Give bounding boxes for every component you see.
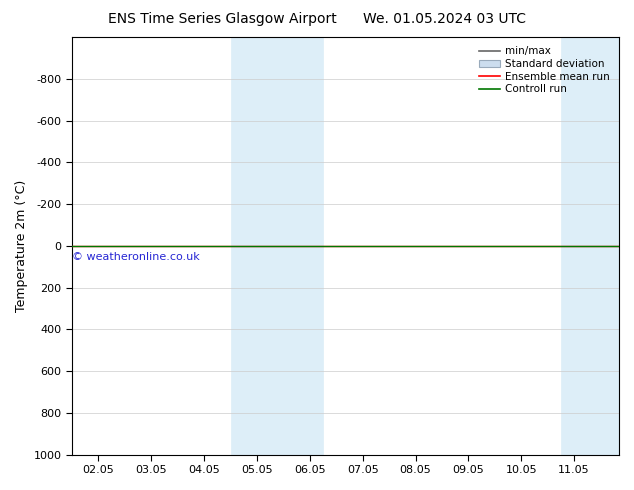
Legend: min/max, Standard deviation, Ensemble mean run, Controll run: min/max, Standard deviation, Ensemble me… [475,42,614,98]
Bar [231,37,323,455]
Text: ENS Time Series Glasgow Airport      We. 01.05.2024 03 UTC: ENS Time Series Glasgow Airport We. 01.0… [108,12,526,26]
Bar [561,37,627,455]
Text: © weatheronline.co.uk: © weatheronline.co.uk [72,252,200,262]
Y-axis label: Temperature 2m (°C): Temperature 2m (°C) [15,180,28,312]
